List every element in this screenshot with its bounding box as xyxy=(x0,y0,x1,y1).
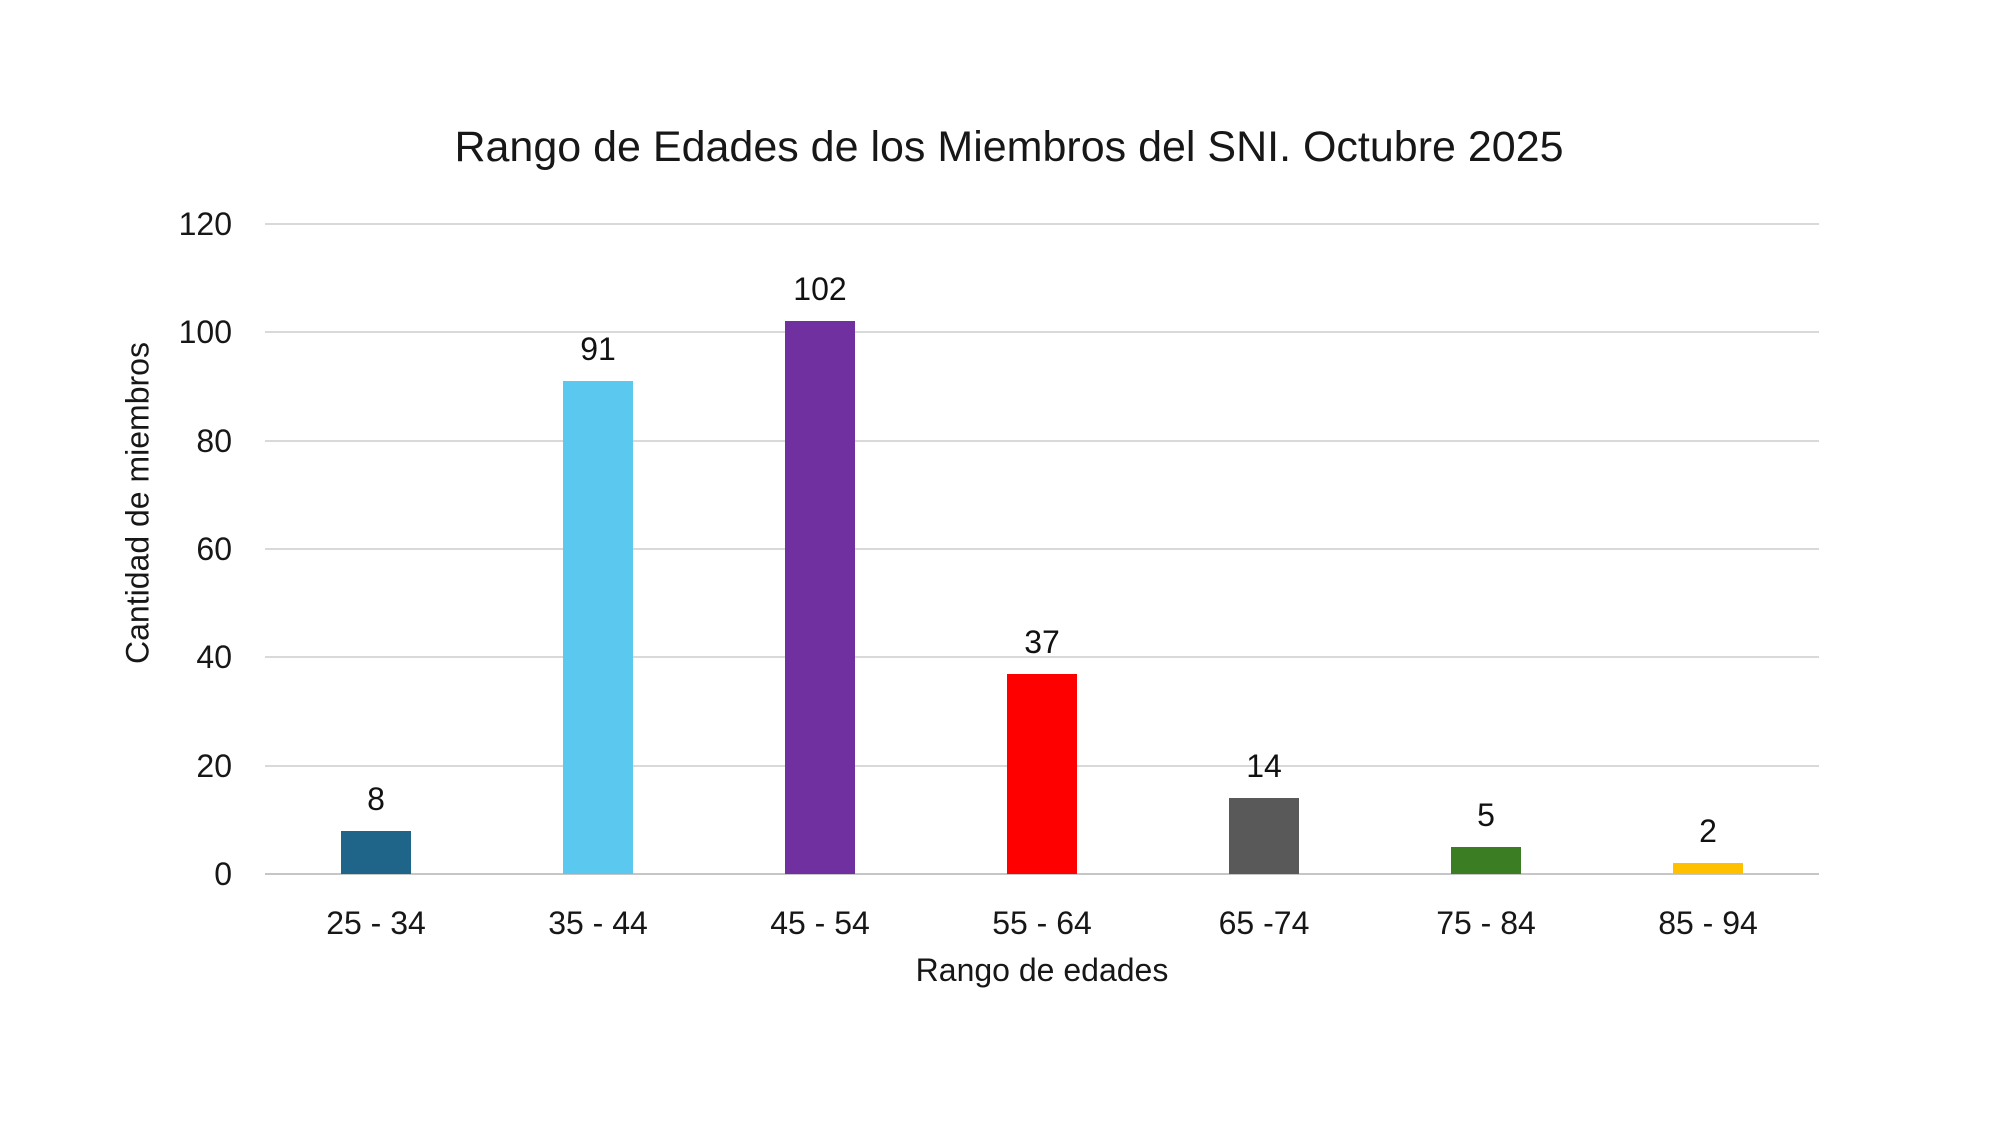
bar-35-44 xyxy=(563,381,633,874)
bar-85-94 xyxy=(1673,863,1743,874)
x-tick-label-55-64: 55 - 64 xyxy=(992,905,1092,941)
bar-value-label-75-84: 5 xyxy=(1477,797,1495,833)
bar-75-84 xyxy=(1451,847,1521,874)
x-axis-line xyxy=(265,873,1819,875)
bar-45-54 xyxy=(785,321,855,874)
bar-value-label-25-34: 8 xyxy=(367,781,385,817)
bar-25-34 xyxy=(341,831,411,874)
bar-value-label-45-54: 102 xyxy=(793,271,847,307)
bar-value-label-35-44: 91 xyxy=(580,331,616,367)
bar-55-64 xyxy=(1007,674,1077,874)
x-tick-label-25-34: 25 - 34 xyxy=(326,905,426,941)
x-tick-label-85-94: 85 - 94 xyxy=(1658,905,1758,941)
y-tick-label-0: 0 xyxy=(214,856,232,892)
x-tick-label-65-74: 65 -74 xyxy=(1218,905,1310,941)
x-axis-title: Rango de edades xyxy=(915,952,1169,988)
y-axis-title: Cantidad de miembros xyxy=(119,342,156,664)
bar-65-74 xyxy=(1229,798,1299,874)
x-tick-label-75-84: 75 - 84 xyxy=(1436,905,1536,941)
y-tick-label-100: 100 xyxy=(178,314,232,351)
chart-title: Rango de Edades de los Miembros del SNI.… xyxy=(454,123,1564,171)
x-tick-label-35-44: 35 - 44 xyxy=(548,905,648,941)
gridline-y-60 xyxy=(265,548,1819,550)
gridline-y-40 xyxy=(265,656,1819,659)
gridline-y-120 xyxy=(265,223,1819,225)
y-tick-label-40: 40 xyxy=(196,639,232,676)
y-tick-label-80: 80 xyxy=(196,422,232,459)
bar-value-label-85-94: 2 xyxy=(1699,813,1717,849)
bar-value-label-65-74: 14 xyxy=(1246,748,1282,784)
y-tick-label-60: 60 xyxy=(196,531,232,567)
x-tick-label-45-54: 45 - 54 xyxy=(770,905,870,941)
y-tick-label-120: 120 xyxy=(178,206,232,242)
y-tick-label-20: 20 xyxy=(196,747,232,784)
gridline-y-80 xyxy=(265,439,1819,442)
gridline-y-100 xyxy=(265,331,1819,334)
bar-value-label-55-64: 37 xyxy=(1024,624,1060,660)
